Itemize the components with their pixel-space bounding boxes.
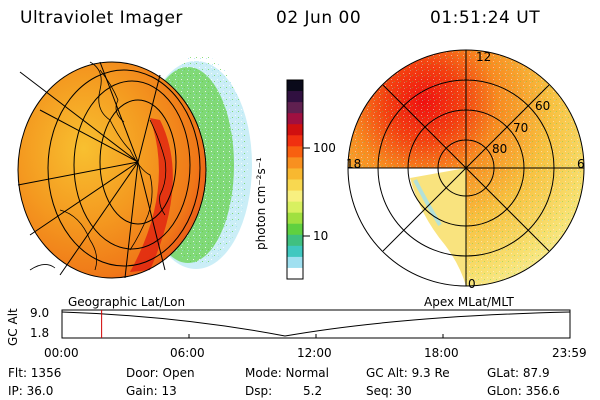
colorbar-unit-label: photon cm⁻²s⁻¹ [254, 157, 268, 250]
colorbar-segment [287, 223, 303, 236]
time-label: 01:51:24 UT [430, 8, 541, 28]
colorbar-segment [287, 135, 303, 147]
mlat-label-70: 70 [513, 121, 529, 135]
colorbar-segment [287, 168, 303, 180]
colorbar-segment [287, 113, 303, 125]
status-gain: Gain: 13 [126, 384, 177, 398]
colorbar-segment [287, 234, 303, 247]
status-dsp-label: Dsp: [245, 384, 273, 398]
date-label: 02 Jun 00 [276, 8, 362, 28]
status-mode: Mode: Normal [245, 366, 329, 380]
color-bar-frame [286, 79, 304, 280]
colorbar-segment [287, 146, 303, 158]
status-glon: GLon: 356.6 [487, 384, 560, 398]
instrument-title: Ultraviolet Imager [20, 8, 183, 28]
colorbar-tick-100: 100 [313, 141, 336, 155]
left-panel-caption: Geographic Lat/Lon [68, 295, 186, 309]
colorbar-segment [287, 80, 303, 92]
polar-plot [347, 49, 585, 287]
altitude-plot [61, 309, 571, 339]
colorbar-segment [287, 256, 303, 269]
alt-xtick-2359: 23:59 [552, 346, 587, 360]
alt-xtick-0600: 06:00 [170, 346, 205, 360]
status-glat: GLat: 87.9 [487, 366, 550, 380]
colorbar-segment [287, 201, 303, 214]
colorbar-segment [287, 212, 303, 225]
alt-xtick-0000: 00:00 [44, 346, 79, 360]
mlt-label-12: 12 [476, 50, 492, 64]
status-gc-alt: GC Alt: 9.3 Re [366, 366, 450, 380]
right-panel-caption: Apex MLat/MLT [424, 295, 514, 309]
alt-ytick-9: 9.0 [30, 306, 50, 320]
status-door: Door: Open [126, 366, 195, 380]
colorbar-tick-10: 10 [313, 229, 329, 243]
mlt-label-0: 0 [468, 277, 476, 291]
status-flt: Flt: 1356 [8, 366, 62, 380]
colorbar-segment [287, 179, 303, 192]
status-seq: Seq: 30 [366, 384, 412, 398]
colorbar-segment [287, 124, 303, 136]
mlat-label-60: 60 [535, 99, 551, 113]
alt-xtick-1200: 12:00 [297, 346, 332, 360]
colorbar-segment [287, 267, 303, 280]
mlt-label-18: 18 [346, 157, 362, 171]
status-dsp-value: 5.2 [303, 384, 323, 398]
color-bar [287, 80, 303, 280]
mlat-label-80: 80 [492, 142, 508, 156]
status-ip: IP: 36.0 [8, 384, 54, 398]
colorbar-segment [287, 157, 303, 169]
colorbar-segment [287, 102, 303, 114]
colorbar-segment [287, 91, 303, 103]
alt-ytick-1-8: 1.8 [30, 326, 50, 340]
uv-image-earth [17, 55, 252, 279]
mlt-label-6: 6 [577, 157, 585, 171]
colorbar-segment [287, 190, 303, 203]
alt-xtick-1800: 18:00 [424, 346, 459, 360]
colorbar-segment [287, 245, 303, 258]
altitude-axis-label: GC Alt [6, 308, 20, 346]
